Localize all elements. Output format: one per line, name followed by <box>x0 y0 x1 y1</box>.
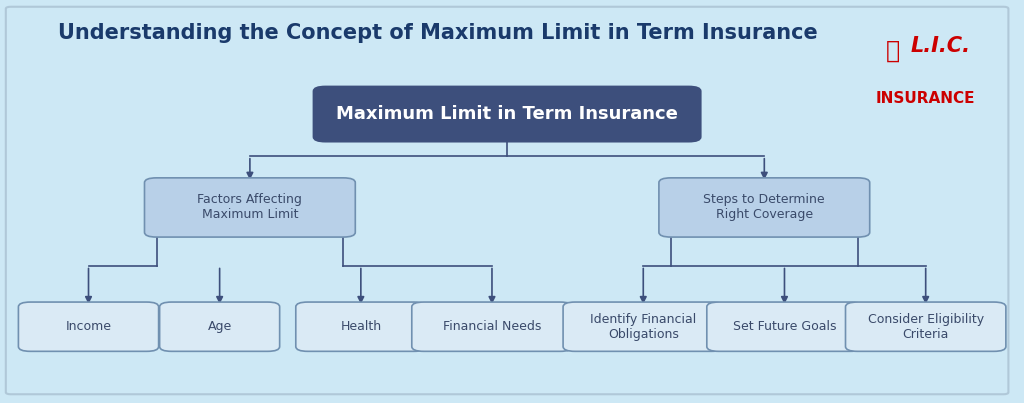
FancyBboxPatch shape <box>563 302 723 351</box>
Text: Consider Eligibility
Criteria: Consider Eligibility Criteria <box>867 313 984 341</box>
FancyBboxPatch shape <box>412 302 572 351</box>
FancyBboxPatch shape <box>18 302 159 351</box>
Text: Understanding the Concept of Maximum Limit in Term Insurance: Understanding the Concept of Maximum Lim… <box>58 23 818 43</box>
FancyBboxPatch shape <box>296 302 426 351</box>
FancyBboxPatch shape <box>313 86 700 142</box>
Text: Income: Income <box>66 320 112 333</box>
Text: Factors Affecting
Maximum Limit: Factors Affecting Maximum Limit <box>198 193 302 222</box>
Text: Financial Needs: Financial Needs <box>442 320 541 333</box>
Text: Health: Health <box>340 320 381 333</box>
FancyBboxPatch shape <box>846 302 1006 351</box>
Text: Age: Age <box>208 320 231 333</box>
Text: Identify Financial
Obligations: Identify Financial Obligations <box>590 313 696 341</box>
FancyBboxPatch shape <box>658 178 869 237</box>
Text: 🍁: 🍁 <box>886 38 899 62</box>
Text: Set Future Goals: Set Future Goals <box>733 320 837 333</box>
Text: INSURANCE: INSURANCE <box>876 91 976 106</box>
Text: L.I.C.: L.I.C. <box>910 37 971 56</box>
Text: Steps to Determine
Right Coverage: Steps to Determine Right Coverage <box>703 193 825 222</box>
Text: Maximum Limit in Term Insurance: Maximum Limit in Term Insurance <box>336 105 678 123</box>
FancyBboxPatch shape <box>160 302 280 351</box>
FancyBboxPatch shape <box>144 178 355 237</box>
FancyBboxPatch shape <box>707 302 862 351</box>
